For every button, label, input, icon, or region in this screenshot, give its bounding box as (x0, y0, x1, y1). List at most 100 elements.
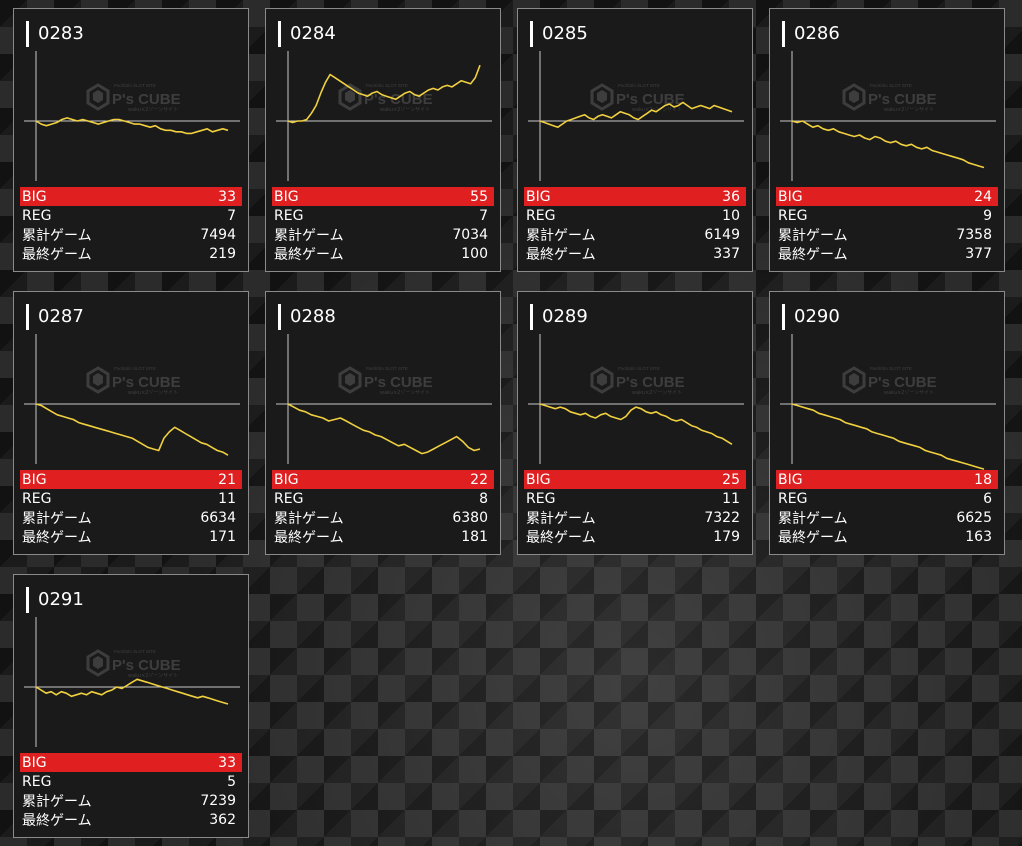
reg-value: 10 (722, 207, 740, 224)
last-games-row: 最終ゲーム 377 (776, 244, 998, 263)
last-games-label: 最終ゲーム (778, 246, 848, 263)
big-row: BIG 22 (272, 470, 494, 489)
watermark-sub: waku×2ゾーンサイト (884, 390, 934, 396)
big-value: 25 (722, 471, 740, 488)
watermark-logo: P's CUBE PachiSlo SLOT SITE waku×2ゾーンサイト (590, 83, 685, 113)
total-games-row: 累計ゲーム 7494 (20, 225, 242, 244)
last-games-label: 最終ゲーム (22, 246, 92, 263)
last-games-row: 最終ゲーム 163 (776, 527, 998, 546)
big-row: BIG 33 (20, 187, 242, 206)
last-games-label: 最終ゲーム (22, 529, 92, 546)
big-row: BIG 24 (776, 187, 998, 206)
last-games-row: 最終ゲーム 100 (272, 244, 494, 263)
reg-row: REG 5 (20, 772, 242, 791)
payout-graph: P's CUBE PachiSlo SLOT SITE waku×2ゾーンサイト (24, 617, 240, 747)
machine-card[interactable]: 0287 P's CUBE PachiSlo SLOT SITE waku×2ゾ… (13, 291, 249, 555)
watermark-tagline: PachiSlo SLOT SITE (366, 83, 408, 88)
reg-label: REG (274, 490, 304, 507)
machine-number: 0289 (530, 304, 588, 330)
cube-icon (86, 83, 110, 111)
machine-card[interactable]: 0291 P's CUBE PachiSlo SLOT SITE waku×2ゾ… (13, 574, 249, 838)
big-value: 36 (722, 188, 740, 205)
reg-row: REG 11 (524, 489, 746, 508)
machine-number: 0286 (782, 21, 840, 47)
total-games-label: 累計ゲーム (22, 793, 92, 810)
big-row: BIG 21 (20, 470, 242, 489)
watermark-logo: P's CUBE PachiSlo SLOT SITE waku×2ゾーンサイト (590, 366, 685, 396)
watermark-tagline: PachiSlo SLOT SITE (114, 83, 156, 88)
total-games-label: 累計ゲーム (778, 510, 848, 527)
watermark-logo: P's CUBE PachiSlo SLOT SITE waku×2ゾーンサイト (86, 366, 181, 396)
machine-number: 0283 (26, 21, 84, 47)
payout-line (35, 117, 229, 135)
machine-card[interactable]: 0288 P's CUBE PachiSlo SLOT SITE waku×2ゾ… (265, 291, 501, 555)
watermark-sub: waku×2ゾーンサイト (128, 390, 178, 396)
machine-number: 0290 (782, 304, 840, 330)
last-games-row: 最終ゲーム 337 (524, 244, 746, 263)
watermark-brand: P's CUBE (616, 91, 685, 108)
machine-card[interactable]: 0283 P's CUBE PachiSlo SLOT SITE waku×2ゾ… (13, 8, 249, 272)
watermark-brand: P's CUBE (616, 374, 685, 391)
reg-label: REG (778, 207, 808, 224)
reg-row: REG 8 (272, 489, 494, 508)
stats-table: BIG 18 REG 6 累計ゲーム 6625 最終ゲーム 163 (776, 470, 998, 546)
machine-card[interactable]: 0284 P's CUBE PachiSlo SLOT SITE waku×2ゾ… (265, 8, 501, 272)
cube-icon (338, 83, 362, 111)
big-row: BIG 55 (272, 187, 494, 206)
last-games-row: 最終ゲーム 362 (20, 810, 242, 829)
last-games-value: 377 (965, 245, 992, 262)
watermark-logo: P's CUBE PachiSlo SLOT SITE waku×2ゾーンサイト (338, 366, 433, 396)
watermark-logo: P's CUBE PachiSlo SLOT SITE waku×2ゾーンサイト (86, 83, 181, 113)
total-games-label: 累計ゲーム (274, 227, 344, 244)
last-games-value: 163 (965, 528, 992, 545)
stats-table: BIG 55 REG 7 累計ゲーム 7034 最終ゲーム 100 (272, 187, 494, 263)
last-games-row: 最終ゲーム 179 (524, 527, 746, 546)
last-games-label: 最終ゲーム (274, 529, 344, 546)
watermark-tagline: PachiSlo SLOT SITE (870, 83, 912, 88)
machine-card[interactable]: 0289 P's CUBE PachiSlo SLOT SITE waku×2ゾ… (517, 291, 753, 555)
payout-line (791, 403, 985, 470)
reg-label: REG (22, 773, 52, 790)
stats-table: BIG 22 REG 8 累計ゲーム 6380 最終ゲーム 181 (272, 470, 494, 546)
last-games-value: 171 (209, 528, 236, 545)
total-games-value: 7494 (200, 226, 236, 243)
total-games-value: 6625 (956, 509, 992, 526)
last-games-label: 最終ゲーム (526, 529, 596, 546)
machine-card[interactable]: 0286 P's CUBE PachiSlo SLOT SITE waku×2ゾ… (769, 8, 1005, 272)
payout-graph: P's CUBE PachiSlo SLOT SITE waku×2ゾーンサイト (780, 51, 996, 181)
total-games-row: 累計ゲーム 6625 (776, 508, 998, 527)
payout-line (539, 403, 733, 445)
last-games-label: 最終ゲーム (526, 246, 596, 263)
total-games-value: 6380 (452, 509, 488, 526)
reg-row: REG 7 (272, 206, 494, 225)
total-games-label: 累計ゲーム (778, 227, 848, 244)
big-label: BIG (22, 188, 47, 205)
reg-value: 6 (983, 490, 992, 507)
watermark-tagline: PachiSlo SLOT SITE (618, 83, 660, 88)
big-label: BIG (778, 188, 803, 205)
reg-label: REG (274, 207, 304, 224)
payout-graph: P's CUBE PachiSlo SLOT SITE waku×2ゾーンサイト (24, 334, 240, 464)
big-value: 21 (218, 471, 236, 488)
total-games-value: 7322 (704, 509, 740, 526)
big-value: 24 (974, 188, 992, 205)
payout-line (539, 101, 733, 128)
machine-card[interactable]: 0285 P's CUBE PachiSlo SLOT SITE waku×2ゾ… (517, 8, 753, 272)
machine-card[interactable]: 0290 P's CUBE PachiSlo SLOT SITE waku×2ゾ… (769, 291, 1005, 555)
cube-icon (590, 83, 614, 111)
total-games-label: 累計ゲーム (22, 510, 92, 527)
big-value: 55 (470, 188, 488, 205)
big-value: 33 (218, 188, 236, 205)
payout-graph: P's CUBE PachiSlo SLOT SITE waku×2ゾーンサイト (528, 334, 744, 464)
cube-icon (842, 366, 866, 394)
watermark-logo: P's CUBE PachiSlo SLOT SITE waku×2ゾーンサイト (842, 366, 937, 396)
watermark-sub: waku×2ゾーンサイト (380, 390, 430, 396)
reg-value: 7 (227, 207, 236, 224)
reg-value: 11 (218, 490, 236, 507)
reg-value: 8 (479, 490, 488, 507)
watermark-tagline: PachiSlo SLOT SITE (618, 366, 660, 371)
total-games-row: 累計ゲーム 7358 (776, 225, 998, 244)
watermark-sub: waku×2ゾーンサイト (632, 107, 682, 113)
last-games-label: 最終ゲーム (274, 246, 344, 263)
watermark-tagline: PachiSlo SLOT SITE (366, 366, 408, 371)
